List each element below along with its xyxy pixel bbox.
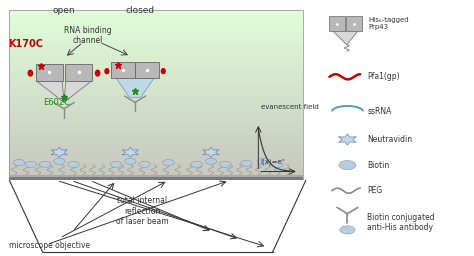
Bar xyxy=(9,72,303,78)
Polygon shape xyxy=(36,81,64,102)
Bar xyxy=(9,175,303,177)
Bar xyxy=(9,100,303,106)
FancyBboxPatch shape xyxy=(136,62,159,78)
Bar xyxy=(9,128,303,134)
Circle shape xyxy=(340,226,355,234)
Text: PEG: PEG xyxy=(367,186,383,195)
FancyBboxPatch shape xyxy=(36,64,63,81)
Bar xyxy=(9,83,303,89)
Bar xyxy=(9,145,303,151)
Bar xyxy=(9,156,303,162)
Circle shape xyxy=(110,161,122,167)
Text: total internal
reflection
of laser beam: total internal reflection of laser beam xyxy=(116,196,169,226)
Circle shape xyxy=(219,161,231,167)
Ellipse shape xyxy=(27,70,33,77)
Circle shape xyxy=(39,161,51,167)
Polygon shape xyxy=(332,31,358,45)
Bar xyxy=(9,162,303,168)
Polygon shape xyxy=(64,81,92,102)
Bar xyxy=(9,111,303,117)
Bar xyxy=(9,151,303,157)
FancyBboxPatch shape xyxy=(65,64,92,81)
Circle shape xyxy=(272,161,283,167)
FancyBboxPatch shape xyxy=(346,16,362,31)
Text: open: open xyxy=(53,6,75,15)
Circle shape xyxy=(339,161,356,170)
Text: evanescent field: evanescent field xyxy=(261,104,319,110)
Bar xyxy=(9,27,303,33)
Circle shape xyxy=(241,160,252,166)
Bar xyxy=(9,49,303,55)
Text: Biotin: Biotin xyxy=(367,161,390,170)
Bar xyxy=(9,140,303,145)
Bar xyxy=(9,61,303,67)
Text: His₆-tagged
Prp43: His₆-tagged Prp43 xyxy=(368,17,409,30)
Text: closed: closed xyxy=(125,6,155,15)
Bar xyxy=(9,78,303,83)
Circle shape xyxy=(125,158,136,164)
Text: Biotin conjugated
anti-His antibody: Biotin conjugated anti-His antibody xyxy=(367,213,435,232)
Bar xyxy=(9,33,303,38)
Polygon shape xyxy=(51,147,67,157)
Bar xyxy=(9,173,303,179)
Bar xyxy=(9,10,303,16)
Circle shape xyxy=(13,159,25,166)
Bar xyxy=(9,55,303,61)
Bar xyxy=(9,134,303,140)
Ellipse shape xyxy=(161,68,166,74)
Polygon shape xyxy=(116,78,154,97)
Bar xyxy=(9,44,303,50)
Bar xyxy=(9,123,303,129)
Polygon shape xyxy=(203,147,219,157)
Bar xyxy=(9,10,303,179)
Circle shape xyxy=(191,161,202,167)
Text: I(x)=eˣ: I(x)=eˣ xyxy=(261,159,285,165)
Circle shape xyxy=(54,158,65,164)
FancyBboxPatch shape xyxy=(111,62,135,78)
Circle shape xyxy=(25,161,36,167)
Text: ssRNA: ssRNA xyxy=(367,107,392,116)
Text: RNA binding
channel: RNA binding channel xyxy=(64,26,111,45)
Circle shape xyxy=(68,161,79,167)
Bar xyxy=(9,38,303,44)
Ellipse shape xyxy=(104,68,109,74)
Circle shape xyxy=(163,159,174,166)
Bar xyxy=(9,117,303,123)
Text: E602C: E602C xyxy=(43,98,70,107)
Circle shape xyxy=(139,161,150,167)
Text: K170C: K170C xyxy=(9,38,44,49)
Text: Neutravidin: Neutravidin xyxy=(367,135,412,144)
Text: microscope objective: microscope objective xyxy=(9,241,91,250)
Bar xyxy=(9,168,303,174)
Text: Pfa1(gp): Pfa1(gp) xyxy=(367,72,400,81)
Circle shape xyxy=(205,158,217,164)
Circle shape xyxy=(257,158,269,164)
Polygon shape xyxy=(338,134,356,145)
Ellipse shape xyxy=(95,70,100,77)
FancyBboxPatch shape xyxy=(329,16,345,31)
Bar xyxy=(9,175,303,180)
Bar xyxy=(9,66,303,72)
Bar xyxy=(9,89,303,95)
Bar xyxy=(9,16,303,22)
Bar xyxy=(9,94,303,100)
Bar xyxy=(9,21,303,27)
Polygon shape xyxy=(122,147,138,157)
Bar xyxy=(9,106,303,112)
